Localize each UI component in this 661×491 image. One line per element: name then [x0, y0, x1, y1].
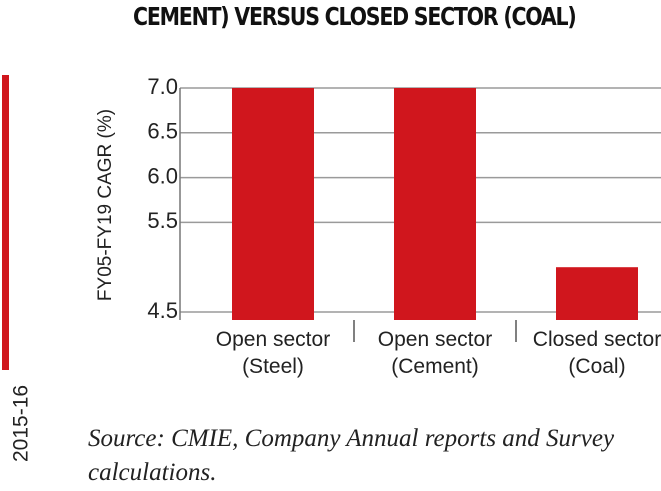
x-tick-label: Open sector (Cement) [377, 328, 493, 378]
x-tick-label: Open sector (Steel) [215, 328, 331, 378]
fragment-bar [2, 75, 9, 370]
y-tick-label: 6.5 [147, 119, 178, 144]
y-tick-label: 5.5 [147, 208, 178, 233]
x-tick-label: Closed sector (Coal) [532, 328, 661, 378]
y-tick-label: 7.0 [147, 74, 178, 99]
fragment-label: 2015-16 [10, 385, 33, 462]
source-note: Source: CMIE, Company Annual reports and… [88, 425, 615, 486]
chart-title: CEMENT) VERSUS CLOSED SECTOR (COAL) [133, 2, 577, 31]
bar [394, 88, 476, 320]
y-tick-label: 6.0 [147, 163, 178, 188]
bar [556, 267, 638, 320]
bar [232, 88, 314, 320]
y-tick-label: 4.5 [147, 298, 178, 323]
y-axis-label: FY05-FY19 CAGR (%) [95, 109, 116, 301]
